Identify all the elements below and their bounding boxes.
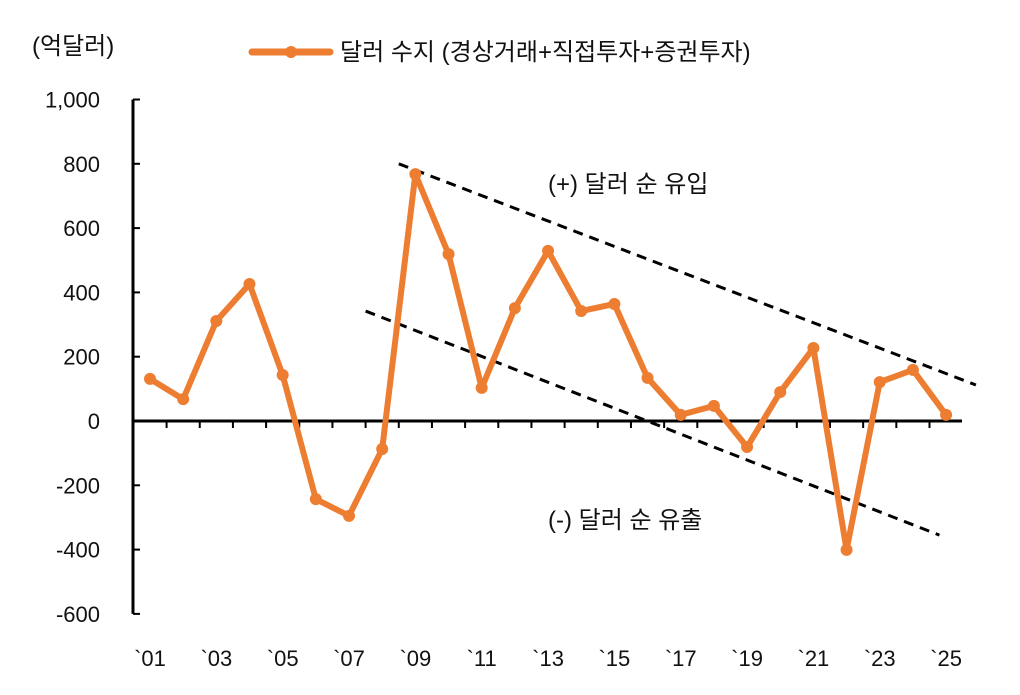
x-tick-label: `03 (200, 646, 232, 671)
y-tick-label: 1,000 (45, 88, 100, 113)
data-point (906, 363, 919, 376)
data-point (608, 297, 621, 310)
data-point (442, 248, 455, 261)
data-point (542, 244, 555, 257)
data-point (409, 168, 422, 181)
data-point (807, 342, 820, 355)
data-point (774, 386, 787, 399)
legend: 달러 수지 (경상거래+직접투자+증권투자) (248, 39, 751, 66)
annotation-inflow: (+) 달러 순 유입 (548, 171, 708, 198)
y-tick-label: 400 (63, 280, 100, 305)
y-tick-label: 800 (63, 152, 100, 177)
x-tick-label: `15 (598, 646, 630, 671)
data-point (508, 302, 521, 315)
data-point (144, 372, 156, 385)
x-tick-label: `13 (532, 646, 564, 671)
series-line (148, 171, 949, 553)
x-tick-label: `19 (731, 646, 763, 671)
data-point (177, 393, 190, 406)
data-point (940, 408, 953, 421)
legend-marker (285, 46, 297, 58)
data-point (575, 305, 588, 318)
legend-label: 달러 수지 (경상거래+직접투자+증권투자) (340, 39, 751, 66)
y-tick-label: -200 (56, 473, 100, 498)
data-point (309, 493, 322, 506)
data-point (641, 371, 654, 384)
x-tick-label: `25 (930, 646, 962, 671)
data-point (741, 441, 754, 454)
trend-line (398, 162, 977, 387)
data-point (674, 408, 687, 421)
data-point (210, 315, 223, 328)
x-tick-label: `01 (134, 646, 166, 671)
y-unit-label: (억달러) (32, 33, 114, 60)
data-point (243, 278, 256, 291)
data-point (840, 543, 853, 556)
data-point (343, 509, 356, 522)
data-point (376, 442, 389, 455)
x-tick-label: `17 (665, 646, 697, 671)
x-tick-label: `07 (333, 646, 365, 671)
data-point (475, 381, 488, 394)
x-tick-label: `09 (399, 646, 431, 671)
x-tick-label: `21 (798, 646, 830, 671)
data-point (707, 399, 720, 412)
y-tick-label: 0 (88, 409, 100, 434)
data-point (873, 376, 886, 389)
y-tick-label: -600 (56, 602, 100, 627)
data-point (276, 369, 289, 382)
x-tick-label: `11 (467, 646, 497, 671)
y-tick-label: -400 (56, 538, 100, 563)
y-tick-label: 200 (63, 345, 100, 370)
annotation-outflow: (-) 달러 순 유출 (548, 507, 702, 534)
x-tick-label: `05 (267, 646, 299, 671)
x-tick-label: `23 (864, 646, 896, 671)
y-tick-label: 600 (63, 216, 100, 241)
trend-line (365, 309, 940, 537)
